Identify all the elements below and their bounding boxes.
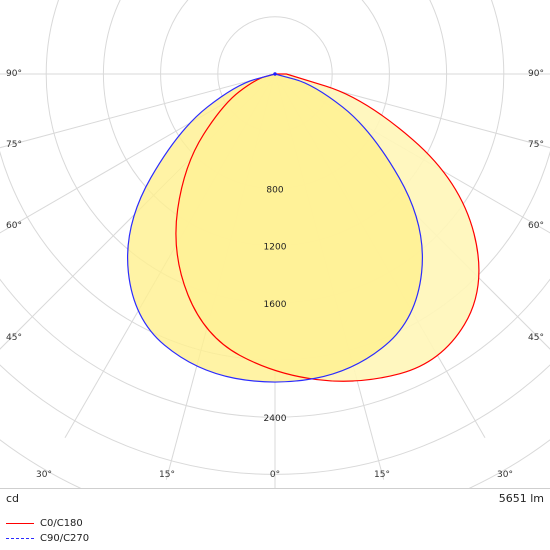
legend-swatch-c0-c180 <box>6 522 34 524</box>
angle-label-right-1: 75° <box>528 140 544 150</box>
series-line-c90-c270 <box>127 73 423 383</box>
radial-label-1600: 1600 <box>264 300 287 310</box>
grid-ray-m75 <box>0 73 276 149</box>
chart-legend: C0/C180 C90/C270 <box>6 516 89 546</box>
angle-label-bottom-0: 30° <box>36 470 52 480</box>
radial-label-800: 800 <box>266 185 283 195</box>
angle-label-right-2: 60° <box>528 221 544 231</box>
legend-item-c90-c270: C90/C270 <box>6 531 89 545</box>
legend-item-c0-c180: C0/C180 <box>6 516 89 530</box>
intensity-unit-label: cd <box>6 492 20 505</box>
legend-swatch-c90-c270 <box>6 537 34 539</box>
center-point <box>273 72 277 76</box>
polar-plot-svg: 800 1200 1600 2400 90° 90° 75° 75° 60° 60° 45° 45° 3… <box>0 0 550 488</box>
angle-label-bottom-1: 15° <box>159 470 175 480</box>
angle-label-left-3: 45° <box>6 333 22 343</box>
angle-label-left-1: 75° <box>6 140 22 150</box>
angle-label-left-2: 60° <box>6 221 22 231</box>
luminous-flux-label: 5651 lm <box>498 492 544 505</box>
series-fill-c90-c270 <box>127 74 423 383</box>
angle-label-left-0: 90° <box>6 69 22 79</box>
radial-label-1200: 1200 <box>264 243 287 253</box>
legend-label-c0-c180: C0/C180 <box>40 517 83 529</box>
angle-label-bottom-2: 0° <box>270 470 280 480</box>
legend-label-c90-c270: C90/C270 <box>40 532 90 544</box>
angle-label-right-3: 45° <box>528 333 544 343</box>
angle-label-right-0: 90° <box>528 69 544 79</box>
plot-divider <box>0 488 550 489</box>
polar-plot-frame: 800 1200 1600 2400 90° 90° 75° 75° 60° 60° 45° 45° 3… <box>0 0 550 488</box>
angle-label-bottom-4: 30° <box>497 470 513 480</box>
radial-label-2400: 2400 <box>264 414 287 424</box>
series-line-c0-c180 <box>175 73 480 382</box>
angle-label-bottom-3: 15° <box>374 470 390 480</box>
